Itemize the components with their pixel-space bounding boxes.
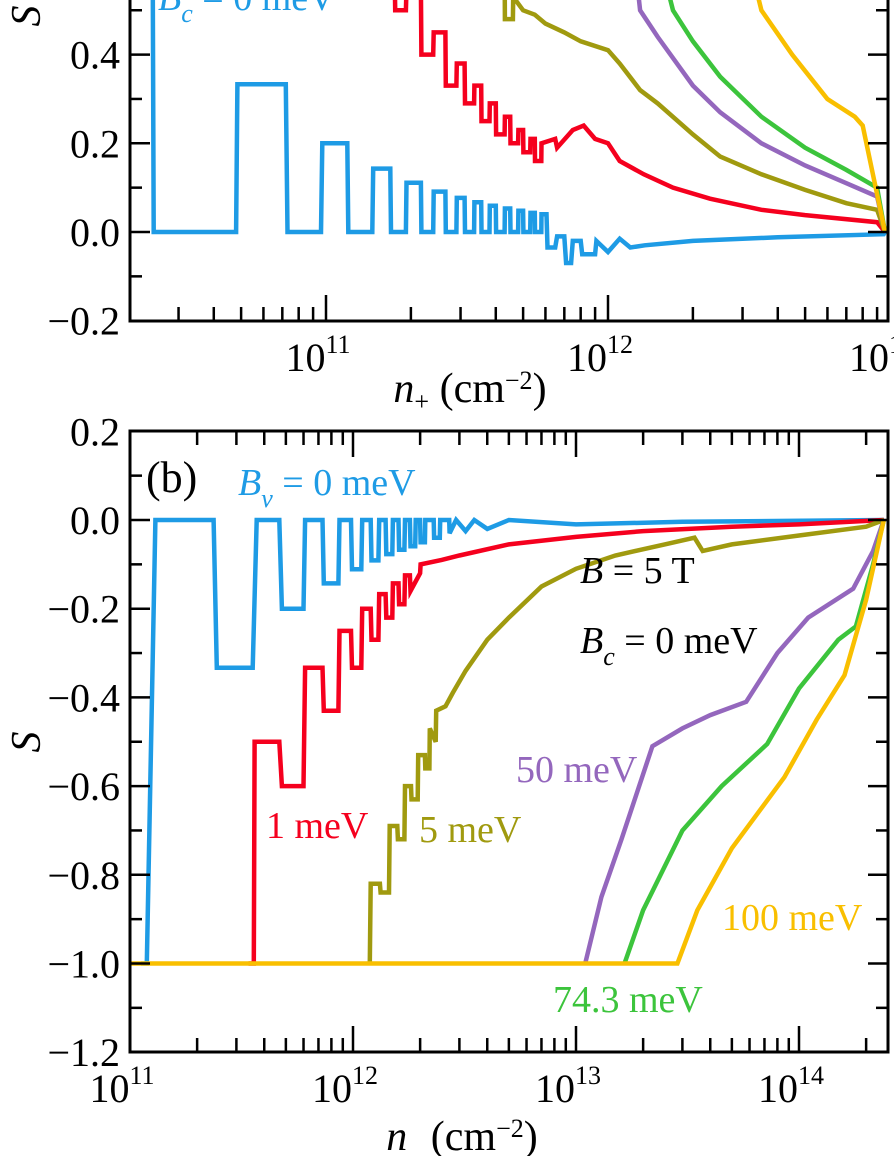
annotation-bc: Bc = 0 meV xyxy=(580,620,758,671)
y-tick-label: 0.0 xyxy=(70,210,120,255)
panel-a-frame xyxy=(128,0,890,323)
panel-b-ticks xyxy=(130,430,888,1054)
y-tick-label: −0.2 xyxy=(47,587,120,632)
series-line-4 xyxy=(668,0,888,233)
panel-b-x-axis-label: n_ (cm−2) xyxy=(386,1114,537,1156)
label-100-mev: 100 meV xyxy=(722,897,863,939)
panel-b-label: (b) xyxy=(146,453,197,502)
y-tick-label: −0.2 xyxy=(47,299,120,344)
series-line-5-meV xyxy=(367,517,885,964)
panel-a: 1011 1012 1013 −0.2 0.0 0.2 0.4 Bc = 0 meV S n… xyxy=(4,0,894,416)
y-tick-label: 0.2 xyxy=(70,121,120,166)
x-tick-label: 1013 xyxy=(849,330,894,380)
y-tick-label: −1.2 xyxy=(47,1030,120,1075)
panel-a-annotation-bc: Bc = 0 meV xyxy=(158,0,336,28)
series-line-74-3-meV xyxy=(622,519,886,965)
x-tick-label: 1013 xyxy=(535,1061,601,1111)
y-tick-label: 0.0 xyxy=(70,498,120,543)
panel-b: 1011 1012 1013 1014 −1.2 −1.0 −0.8 −0.6 −0.4 −0.2… xyxy=(4,409,890,1156)
series-line-2 xyxy=(502,0,888,233)
label-74-3-mev: 74.3 meV xyxy=(553,979,703,1021)
x-tick-label: 1011 xyxy=(89,1061,154,1111)
y-tick-label: 0.4 xyxy=(70,33,120,78)
panel-b-y-axis-label: S xyxy=(4,732,50,753)
annotation-bv: Bv = 0 meV xyxy=(238,462,416,513)
panel-b-frame xyxy=(128,429,890,1054)
panel-a-x-axis-label: n+ (cm−2) xyxy=(393,366,546,416)
y-tick-label: 0.2 xyxy=(70,409,120,454)
label-1-mev: 1 meV xyxy=(266,805,369,847)
y-tick-label: −0.8 xyxy=(47,853,120,898)
y-tick-label: −1.0 xyxy=(47,942,120,987)
series-line-3 xyxy=(636,0,888,233)
panel-a-tick-labels: 1011 1012 1013 −0.2 0.0 0.2 0.4 xyxy=(47,33,894,380)
x-tick-label: 1011 xyxy=(285,330,350,380)
series-line-5 xyxy=(756,0,888,233)
series-line-50-meV xyxy=(583,519,886,965)
series-line-1 xyxy=(392,0,887,234)
annotation-field: B = 5 T xyxy=(580,550,695,592)
x-tick-label: 1012 xyxy=(312,1061,378,1111)
x-tick-label: 1012 xyxy=(567,330,633,380)
y-tick-label: −0.4 xyxy=(47,675,120,720)
x-tick-label: 1014 xyxy=(758,1061,824,1111)
label-5-mev: 5 meV xyxy=(419,809,522,851)
series-line-1-meV xyxy=(248,517,884,966)
series-line-0 xyxy=(150,0,887,266)
y-tick-label: −0.6 xyxy=(47,764,120,809)
panel-a-ticks xyxy=(130,9,888,322)
series-line-100-meV xyxy=(130,519,886,966)
panel-a-series xyxy=(150,0,888,266)
panel-a-y-axis-label: S xyxy=(4,6,50,27)
panel-b-series xyxy=(130,515,886,966)
label-50-mev: 50 meV xyxy=(516,749,638,791)
series-line-0-meV xyxy=(141,515,884,966)
panel-b-tick-labels: 1011 1012 1013 1014 −1.2 −1.0 −0.8 −0.6 −0.4 −0.2… xyxy=(47,409,824,1111)
